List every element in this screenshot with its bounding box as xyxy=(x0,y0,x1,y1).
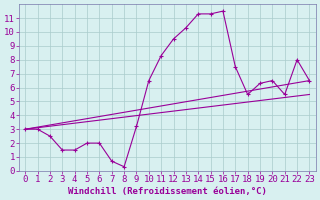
X-axis label: Windchill (Refroidissement éolien,°C): Windchill (Refroidissement éolien,°C) xyxy=(68,187,267,196)
